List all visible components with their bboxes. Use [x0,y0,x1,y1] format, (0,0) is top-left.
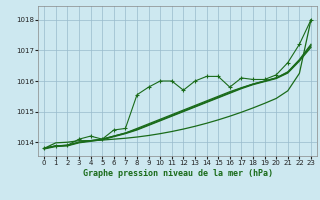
X-axis label: Graphe pression niveau de la mer (hPa): Graphe pression niveau de la mer (hPa) [83,169,273,178]
